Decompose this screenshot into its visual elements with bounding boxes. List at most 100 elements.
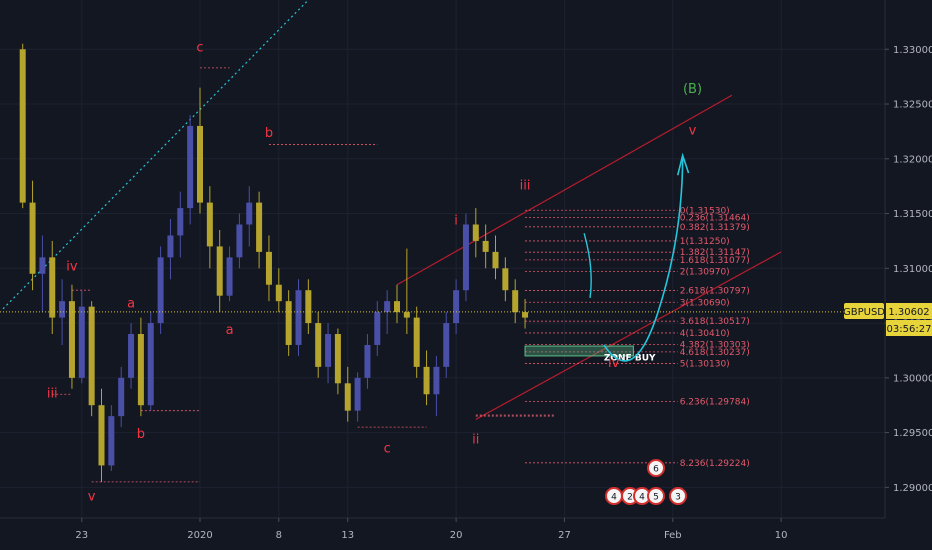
candle-body [275, 284, 282, 302]
candle-body [128, 334, 135, 378]
candle-body [236, 224, 243, 258]
candle-body [502, 268, 509, 291]
time-tick-label: 20 [450, 530, 463, 541]
zone-buy-label: ZONE BUY [604, 353, 656, 363]
fib-level-label: 4.382(1.30303) [680, 341, 750, 351]
candle-body [315, 323, 322, 367]
candle-body [364, 344, 371, 378]
event-count-label: 3 [675, 493, 681, 503]
buy-zone-box[interactable] [524, 345, 634, 357]
candle-body [344, 383, 351, 411]
candle-body [433, 366, 440, 395]
candle-body [305, 290, 312, 324]
symbol-price-badge[interactable]: GBPUSD 1.30602 03:56:27 [843, 303, 932, 336]
fib-level-label: 2(1.30970) [680, 268, 730, 278]
candle-body [167, 235, 174, 258]
candle-body [59, 301, 66, 318]
fib-level-label: 6.236(1.29784) [680, 397, 750, 407]
short-projection-arrow[interactable] [583, 233, 592, 298]
fib-level-label: 4.618(1.30237) [680, 348, 750, 358]
channel-lower-line[interactable] [475, 251, 782, 420]
candle-body [78, 306, 85, 378]
wave-label: (B) [683, 82, 702, 97]
price-tick-label: 1.29000 [893, 483, 932, 494]
price-tick-label: 1.31500 [893, 209, 932, 220]
projection-arrowhead [676, 152, 690, 176]
countdown-tag [886, 320, 932, 336]
candle-body [256, 202, 263, 252]
wave-label: iv [66, 259, 78, 274]
candle-body [88, 306, 95, 406]
candle-body [157, 257, 164, 324]
fib-level-label: 4(1.30410) [680, 329, 730, 339]
wave-label: b [265, 126, 273, 141]
price-tick-label: 1.30000 [893, 373, 932, 384]
candle-body [187, 125, 194, 209]
fib-level-label: 1.618(1.31077) [680, 256, 750, 266]
fib-level-label: 8.236(1.29224) [680, 459, 750, 469]
time-tick-label: 23 [75, 530, 88, 541]
event-flag-icon[interactable] [669, 487, 687, 505]
candle-body [374, 312, 381, 345]
candle-body [49, 257, 56, 318]
event-flag-icon[interactable] [647, 459, 665, 477]
fib-level-label: 5(1.30130) [680, 360, 730, 370]
candle-body [265, 251, 272, 285]
price-tick-label: 1.31000 [893, 264, 932, 275]
wave-label: c [384, 441, 391, 456]
time-tick-label: 10 [775, 530, 788, 541]
wave-label: iv [608, 356, 620, 371]
candle-body [522, 312, 529, 318]
grid-lines [0, 0, 885, 518]
countdown-label: 03:56:27 [887, 324, 932, 335]
drawing-overlays-front[interactable] [0, 152, 885, 362]
channel-upper-line[interactable] [396, 94, 733, 286]
time-tick-label: 13 [341, 530, 354, 541]
candle-body [512, 290, 519, 313]
dotted-trendline[interactable] [2, 0, 309, 310]
fib-level-label: 0.382(1.31379) [680, 223, 750, 233]
candle-body [246, 202, 253, 225]
fib-level-label: 3(1.30690) [680, 298, 730, 308]
event-icons[interactable]: 64 2 4 5 3 [605, 459, 687, 505]
price-tick-label: 1.29500 [893, 428, 932, 439]
time-tick-label: Feb [664, 530, 682, 541]
time-tick-label: 8 [276, 530, 282, 541]
candle-body [147, 323, 154, 406]
candle-body [295, 290, 302, 345]
candle-body [354, 377, 361, 411]
wave-label: v [689, 124, 697, 139]
wave-label: b [137, 427, 145, 442]
candle-body [285, 301, 292, 345]
candle-body [472, 224, 479, 241]
candle-body [177, 208, 184, 236]
candles [19, 43, 529, 482]
time-axis[interactable]: 23 2020 8 13 20 27 Feb 10 [75, 518, 788, 541]
wave-label: c [196, 40, 203, 55]
candle-body [453, 290, 460, 324]
candle-body [423, 366, 430, 395]
wave-label: v [88, 489, 96, 504]
candle-body [492, 251, 499, 269]
time-tick-label: 2020 [187, 530, 212, 541]
wave-label: ii [472, 433, 479, 448]
candle-body [443, 323, 450, 367]
candle-body [108, 416, 115, 466]
fib-level-label: 1(1.31250) [680, 237, 730, 247]
candle-body [413, 317, 420, 367]
wave-label: iii [520, 178, 531, 193]
drawing-overlays[interactable]: 0(1.31530)0.236(1.31464)0.382(1.31379) 1(… [2, 0, 782, 483]
projection-curve[interactable] [603, 156, 684, 362]
price-tick-label: 1.33000 [893, 45, 932, 56]
wave-label: a [127, 297, 135, 312]
candle-body [325, 334, 332, 367]
fib-level-label: 2.618(1.30797) [680, 287, 750, 297]
event-flag-icon[interactable] [647, 487, 665, 505]
candle-body [384, 301, 391, 313]
candle-body [334, 334, 341, 384]
candle-body [98, 405, 105, 466]
last-price-label: 1.30602 [888, 307, 929, 318]
candle-body [394, 301, 400, 313]
